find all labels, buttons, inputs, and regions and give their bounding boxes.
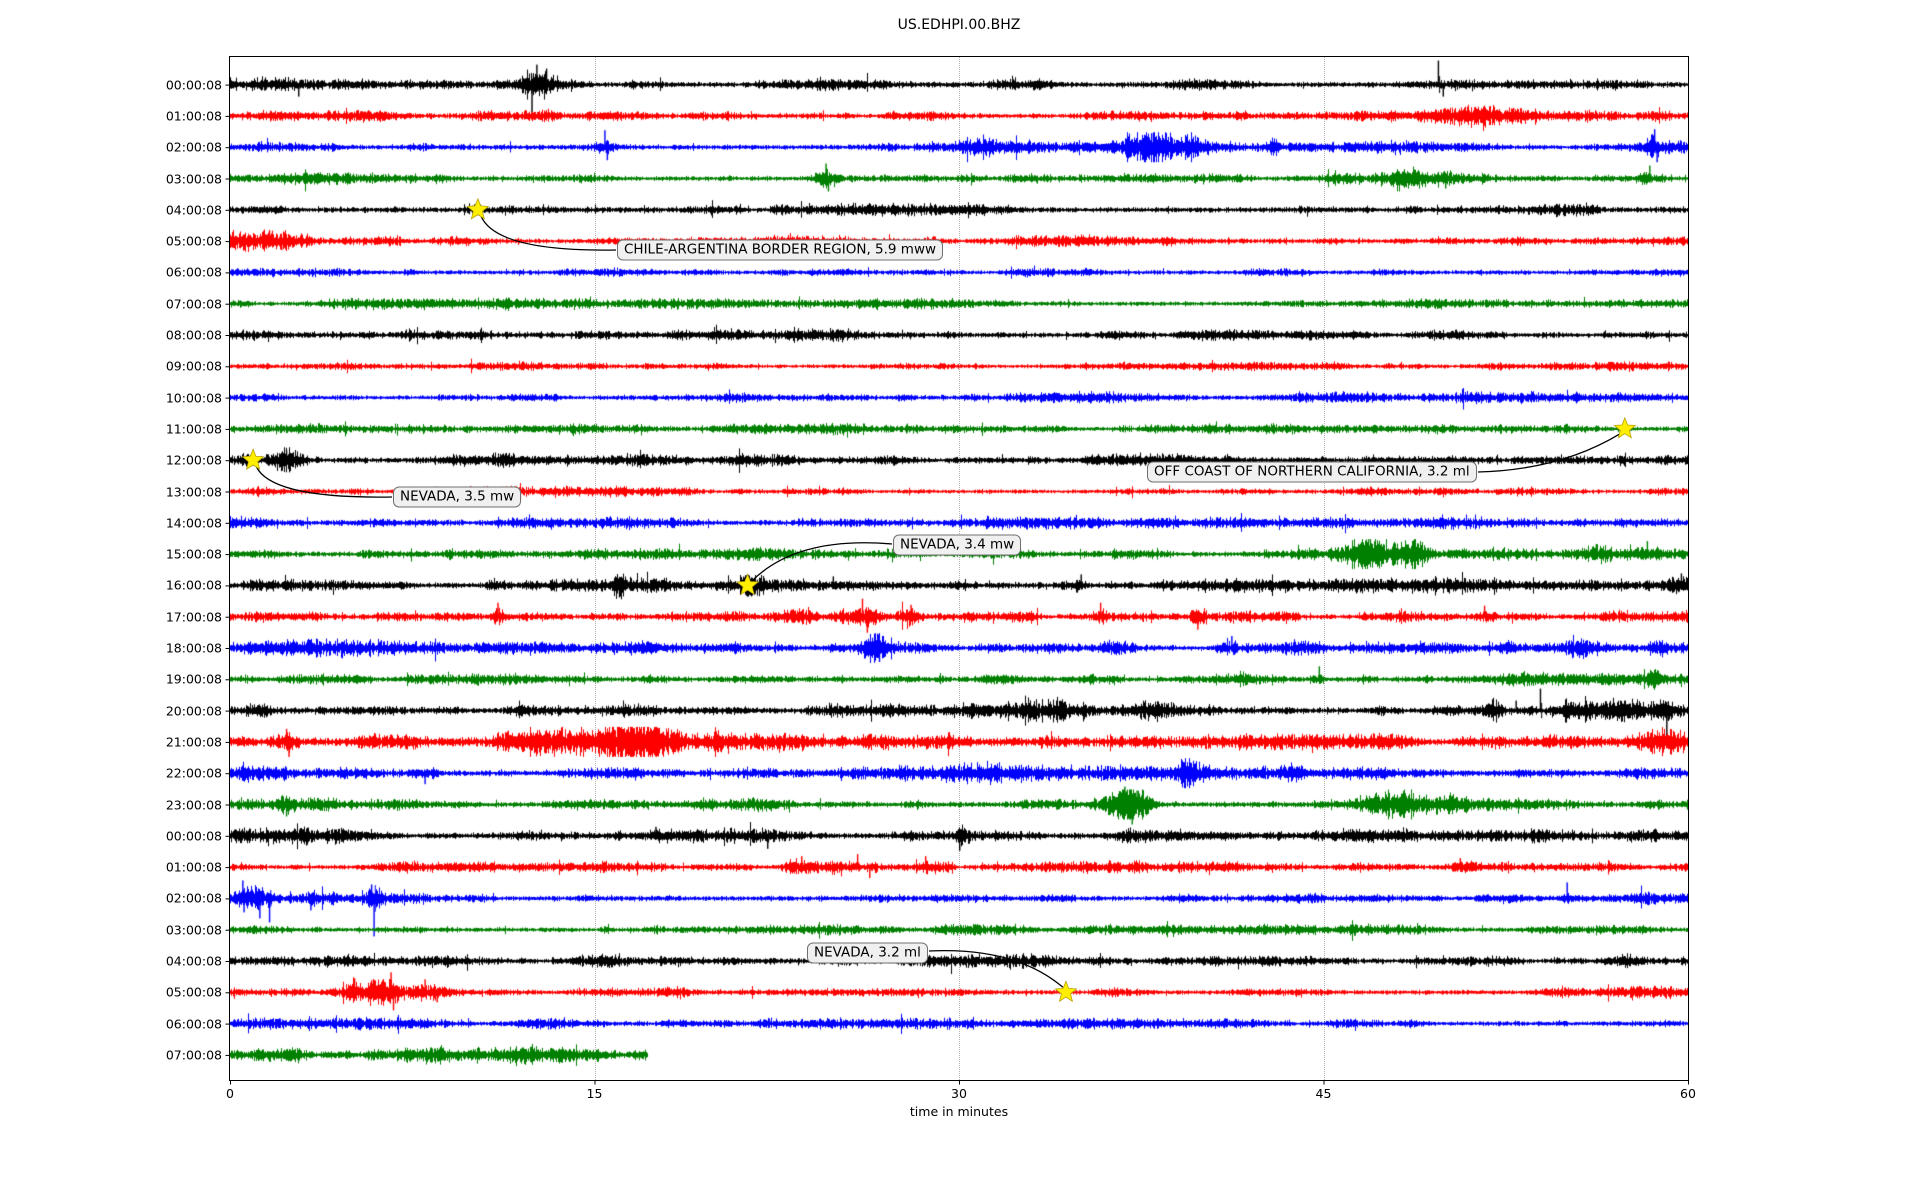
event-annotation-label: CHILE-ARGENTINA BORDER REGION, 5.9 mww — [617, 239, 944, 261]
y-axis-tick-label: 04:00:08 — [165, 953, 222, 969]
y-axis-tick-label: 00:00:08 — [165, 828, 222, 844]
y-axis-tick-label: 21:00:08 — [165, 734, 222, 750]
y-axis-tick-label: 14:00:08 — [165, 515, 222, 531]
y-axis-tick-label: 06:00:08 — [165, 264, 222, 280]
y-axis-tick-label: 07:00:08 — [165, 296, 222, 312]
y-axis-tick-label: 20:00:08 — [165, 703, 222, 719]
y-axis-tick-label: 17:00:08 — [165, 609, 222, 625]
x-axis-label: time in minutes — [909, 1104, 1009, 1119]
y-axis-tick-label: 04:00:08 — [165, 202, 222, 218]
y-axis-tick-label: 09:00:08 — [165, 358, 222, 374]
y-axis-tick-label: 10:00:08 — [165, 390, 222, 406]
x-axis-tick-label: 60 — [1680, 1086, 1696, 1101]
event-annotation-label: NEVADA, 3.5 mw — [393, 486, 522, 508]
y-axis-tick-label: 23:00:08 — [165, 797, 222, 812]
x-axis-tick-label: 30 — [951, 1086, 967, 1101]
y-axis-tick-label: 05:00:08 — [165, 984, 222, 1000]
plot-title: US.EDHPI.00.BHZ — [897, 17, 1021, 33]
x-axis-tick-label: 45 — [1315, 1086, 1332, 1101]
x-axis-tick-label: 0 — [226, 1086, 234, 1101]
event-annotation-label: OFF COAST OF NORTHERN CALIFORNIA, 3.2 ml — [1147, 461, 1477, 483]
y-axis-tick-label: 02:00:08 — [165, 890, 222, 906]
y-axis-tick-label: 02:00:08 — [165, 139, 222, 155]
y-axis-tick-label: 06:00:08 — [165, 1016, 222, 1032]
y-axis-tick-label: 07:00:08 — [165, 1047, 222, 1063]
y-axis-tick-label: 03:00:08 — [165, 922, 222, 938]
y-axis-tick-label: 18:00:08 — [165, 640, 222, 656]
y-axis-tick-label: 19:00:08 — [165, 671, 222, 687]
y-axis-tick-label: 16:00:08 — [165, 577, 222, 593]
y-axis-tick-label: 01:00:08 — [165, 108, 222, 124]
x-axis-tick-label: 15 — [586, 1086, 603, 1101]
y-axis-tick-label: 15:00:08 — [165, 546, 222, 562]
y-axis-tick-label: 00:00:08 — [165, 77, 222, 93]
y-axis-tick-label: 03:00:08 — [165, 171, 222, 186]
seismogram-traces-canvas — [230, 57, 1688, 1080]
y-axis-tick-label: 22:00:08 — [165, 765, 222, 781]
event-annotation-label: NEVADA, 3.4 mw — [893, 534, 1022, 556]
event-annotation-label: NEVADA, 3.2 ml — [807, 942, 928, 964]
y-axis-tick-label: 12:00:08 — [165, 452, 222, 468]
y-axis-tick-label: 11:00:08 — [165, 421, 222, 437]
y-axis-tick-label: 01:00:08 — [165, 859, 222, 875]
y-axis-tick-label: 08:00:08 — [165, 327, 222, 343]
y-axis-tick-label: 13:00:08 — [165, 484, 222, 499]
y-axis-tick-label: 05:00:08 — [165, 233, 222, 249]
